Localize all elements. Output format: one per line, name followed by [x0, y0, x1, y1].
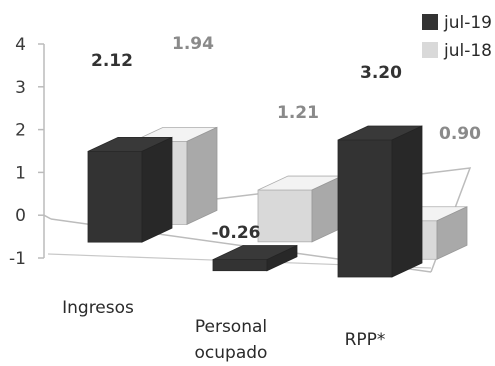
legend-label-jul-18: jul-18 — [443, 41, 492, 61]
data-labels: 1.94 1.21 0.90 2.12 -0.26 3.20 — [91, 34, 481, 243]
bar-side — [141, 136, 173, 243]
bar-jul-19-1 — [212, 244, 298, 272]
bar-side — [436, 206, 468, 260]
bar-front — [257, 189, 313, 243]
bars — [87, 125, 468, 278]
data-label-jul-18-1: 1.21 — [277, 103, 319, 123]
data-label-jul-18-2: 0.90 — [439, 124, 481, 144]
bar-front — [212, 259, 268, 272]
bar-front — [337, 139, 393, 278]
bar-side — [266, 244, 298, 272]
data-label-jul-19-1: -0.26 — [212, 223, 261, 243]
y-tick-label: -1 — [9, 249, 26, 269]
bar-jul-19-0 — [87, 136, 173, 243]
bar-side — [186, 126, 218, 226]
data-label-jul-19-0: 2.12 — [91, 51, 133, 71]
data-label-jul-18-0: 1.94 — [172, 34, 214, 54]
floor-side-edge — [43, 214, 52, 220]
y-tick-label: 4 — [15, 35, 26, 55]
category-label: Ingresos — [62, 298, 134, 318]
data-label-jul-19-2: 3.20 — [360, 63, 402, 83]
y-tick-label: 3 — [15, 78, 26, 98]
y-tick-label: 1 — [15, 163, 26, 183]
category-label: RPP* — [345, 330, 386, 350]
bar-front — [87, 150, 143, 243]
legend-swatch-jul-18 — [422, 42, 438, 58]
category-label: Personal ocupado — [195, 317, 268, 363]
y-tick-label: 2 — [15, 121, 26, 141]
bar-jul-18-1 — [257, 175, 343, 243]
y-tick-label: 0 — [15, 206, 26, 226]
legend-label-jul-19: jul-19 — [443, 13, 492, 33]
bar-side — [391, 125, 423, 278]
legend: jul-19 jul-18 — [422, 13, 492, 61]
legend-swatch-jul-19 — [422, 14, 438, 30]
bar-jul-19-2 — [337, 125, 423, 278]
